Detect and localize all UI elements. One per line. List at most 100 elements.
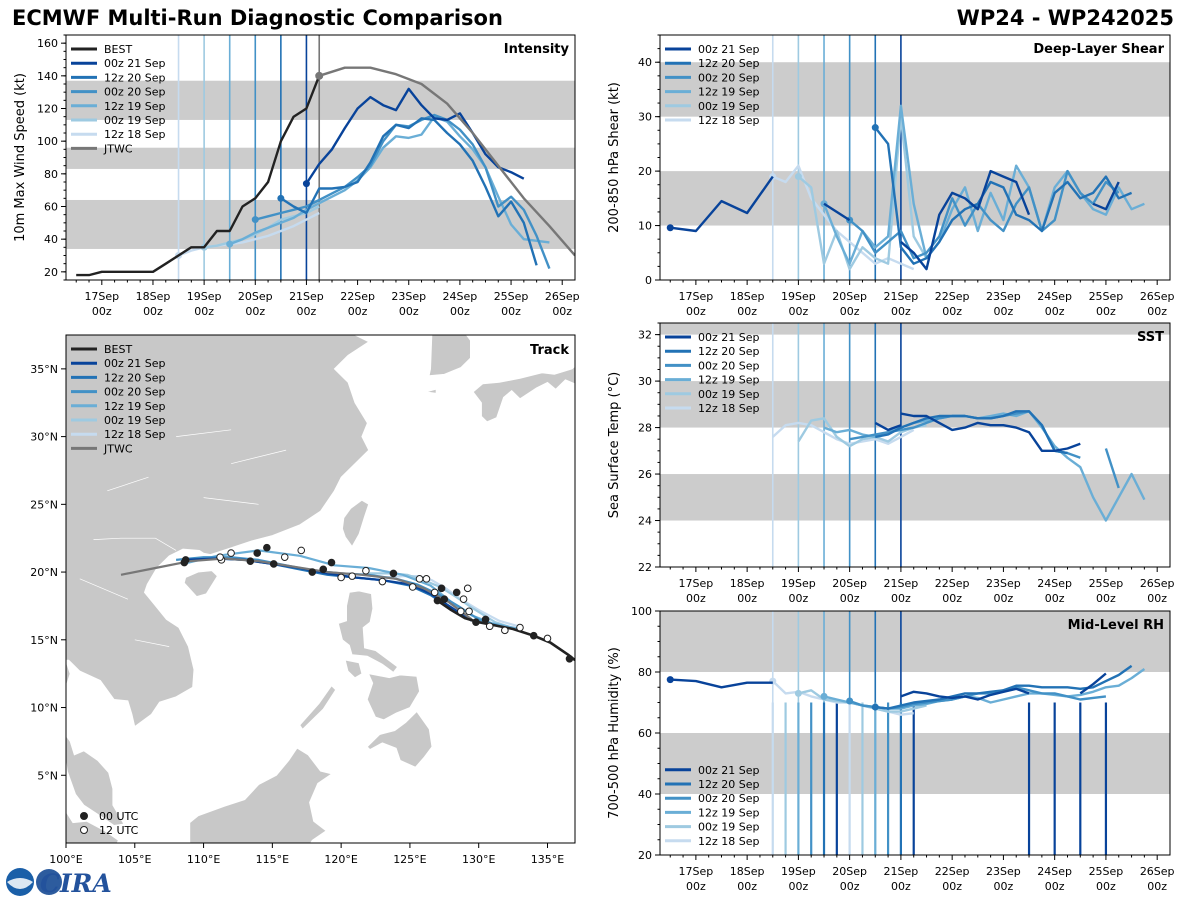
- intensity-ylabel: 10m Max Wind Speed (kt): [13, 73, 28, 242]
- rh-xtick-hour: 00z: [942, 880, 962, 893]
- intensity-ytick-label: 80: [44, 168, 58, 181]
- intensity-xtick-hour: 00z: [194, 305, 214, 318]
- land-palawan: [299, 685, 337, 730]
- legend-label-12z-18-sep: 12z 18 Sep: [698, 835, 760, 848]
- legend-label-00z-19-sep: 00z 19 Sep: [698, 821, 760, 834]
- rh-xtick-day-18sep: 18Sep: [730, 865, 765, 878]
- track-point-00utc: [319, 565, 328, 574]
- legend-label-12z-19-sep: 12z 19 Sep: [698, 374, 760, 387]
- shear-band: [660, 171, 1170, 226]
- shear-xtick-hour: 00z: [994, 305, 1014, 318]
- rh-plot-area: [660, 611, 1170, 855]
- shear-xtick-hour: 00z: [737, 305, 757, 318]
- shear-series-12z-20-sep: [874, 126, 1133, 265]
- intensity-ytick-label: 100: [37, 135, 58, 148]
- intensity-series-best: [76, 75, 321, 277]
- rh-series-start-00z-21-sep: [666, 676, 674, 684]
- noaa-cira-logo: CIRA: [6, 868, 112, 898]
- marker-legend-label-12-utc: 12 UTC: [99, 824, 139, 837]
- sst-xtick-hour: 00z: [737, 592, 757, 605]
- legend-label-jtwc: JTWC: [103, 142, 133, 155]
- sst-xtick-hour: 00z: [994, 592, 1014, 605]
- land-korea: [403, 335, 471, 377]
- track-point-12utc: [216, 553, 224, 561]
- shear-xtick-day-24sep: 24Sep: [1037, 290, 1072, 303]
- legend-label-00z-20-sep: 00z 20 Sep: [698, 792, 760, 805]
- track-point-12utc: [463, 584, 472, 593]
- shear-ytick-label: 40: [638, 56, 652, 69]
- sst-xtick-day-21sep: 21Sep: [884, 577, 919, 590]
- track-xtick-label: 125°E: [393, 853, 426, 866]
- track-xtick-label: 105°E: [118, 853, 151, 866]
- land-jeju: [426, 388, 437, 394]
- rh-xtick-hour: 00z: [994, 880, 1014, 893]
- shear-series-start-00z-21-sep: [666, 224, 674, 232]
- rh-xtick-day-25sep: 25Sep: [1089, 865, 1124, 878]
- track-point-12utc: [422, 575, 431, 583]
- sst-xtick-day-17sep: 17Sep: [679, 577, 714, 590]
- rh-xtick-hour: 00z: [840, 880, 860, 893]
- track-point-00utc: [565, 654, 574, 663]
- shear-series-00z-19-sep: [797, 115, 928, 271]
- legend-label-12z-20-sep: 12z 20 Sep: [104, 71, 166, 84]
- rh-ytick-label: 100: [631, 605, 652, 618]
- shear-series-00z-21-sep: [670, 169, 1120, 271]
- land-mindanao: [366, 710, 433, 768]
- legend-label-12z-20-sep: 12z 20 Sep: [104, 371, 166, 384]
- shear-xtick-day-18sep: 18Sep: [730, 290, 765, 303]
- shear-xtick-hour: 00z: [942, 305, 962, 318]
- legend-label-00z-21-sep: 00z 21 Sep: [104, 357, 166, 370]
- shear-xtick-day-17sep: 17Sep: [679, 290, 714, 303]
- track-point-00utc: [472, 618, 480, 626]
- intensity-xtick-day-26sep: 26Sep: [545, 290, 580, 303]
- track-point-12utc: [457, 607, 465, 616]
- shear-xtick-hour: 00z: [1045, 305, 1065, 318]
- shear-xtick-hour: 00z: [686, 305, 706, 318]
- legend-label-12z-18-sep: 12z 18 Sep: [698, 402, 760, 415]
- intensity-xtick-hour: 00z: [245, 305, 265, 318]
- land-taiwan: [342, 499, 370, 548]
- admin-boundary: [231, 449, 287, 465]
- legend-label-12z-19-sep: 12z 19 Sep: [104, 400, 166, 413]
- admin-boundary: [93, 537, 122, 540]
- panel-sst: 22 24 26 28 30 32 17Sep 00z 18Sep 00z 19Sep 00z 20Se…: [607, 322, 1175, 605]
- intensity-xtick-hour: 00z: [348, 305, 368, 318]
- sst-ytick-label: 22: [638, 561, 652, 574]
- rh-ytick-label: 80: [638, 666, 652, 679]
- intensity-series-jtwc: [318, 66, 575, 257]
- panel-shear: 0 10 20 30 40 17Sep 00z 18Sep 00z 19Sep 00z 20Sep 00…: [607, 34, 1175, 318]
- track-point-12utc: [459, 595, 468, 603]
- rh-xtick-hour: 00z: [789, 880, 809, 893]
- intensity-series-start-12z-19-sep: [226, 240, 234, 248]
- sst-ytick-label: 28: [638, 422, 652, 435]
- track-xtick-label: 135°E: [531, 853, 564, 866]
- rh-xtick-hour: 00z: [1147, 880, 1167, 893]
- intensity-ytick-label: 140: [37, 70, 58, 83]
- intensity-xtick-hour: 00z: [297, 305, 317, 318]
- intensity-series-00z-21-sep: [305, 87, 525, 185]
- legend-label-00z-19-sep: 00z 19 Sep: [104, 114, 166, 127]
- rh-xtick-day-22sep: 22Sep: [935, 865, 970, 878]
- track-ytick-label: 10°N: [30, 702, 58, 715]
- rh-ytick-label: 40: [638, 788, 652, 801]
- track-point-12utc: [543, 634, 552, 643]
- sst-xtick-day-26sep: 26Sep: [1140, 577, 1175, 590]
- figure-title: ECMWF Multi-Run Diagnostic Comparison: [12, 6, 503, 30]
- shear-xtick-day-26sep: 26Sep: [1140, 290, 1175, 303]
- track-frame: [65, 334, 576, 844]
- sst-xtick-day-25sep: 25Sep: [1089, 577, 1124, 590]
- rh-xtick-hour: 00z: [1045, 880, 1065, 893]
- sst-xtick-hour: 00z: [1045, 592, 1065, 605]
- rh-ytick-label: 60: [638, 727, 652, 740]
- sst-xtick-day-24sep: 24Sep: [1037, 577, 1072, 590]
- intensity-xtick-hour: 00z: [92, 305, 112, 318]
- track-xtick-label: 110°E: [187, 853, 220, 866]
- admin-boundary: [107, 476, 149, 492]
- intensity-xtick-day-24sep: 24Sep: [443, 290, 478, 303]
- rh-title: Mid-Level RH: [1068, 618, 1164, 633]
- admin-boundary: [134, 639, 170, 647]
- sst-series-00z-19-sep: [797, 417, 927, 448]
- sst-band: [660, 381, 1170, 428]
